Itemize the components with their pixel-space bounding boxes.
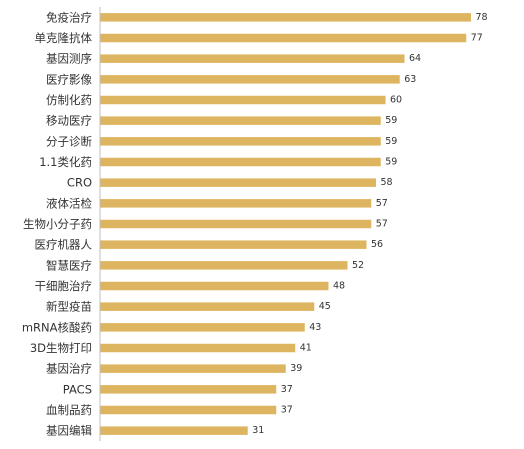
value-label-5: 59 [385, 115, 397, 126]
value-label-7: 59 [385, 157, 397, 168]
value-label-0: 78 [476, 12, 488, 23]
bar-9 [100, 199, 372, 208]
bar-13 [100, 281, 329, 291]
bar-18 [100, 385, 277, 394]
bar-2 [100, 54, 405, 63]
bar-17 [100, 364, 286, 373]
value-label-20: 31 [252, 425, 264, 436]
category-label-20: 基因编辑 [46, 424, 92, 438]
value-label-16: 41 [300, 343, 312, 354]
bar-10 [100, 219, 372, 229]
category-label-14: 新型疫苗 [46, 300, 92, 314]
value-label-11: 56 [371, 239, 383, 250]
value-label-3: 63 [404, 74, 416, 85]
category-label-9: 液体活检 [46, 196, 92, 210]
category-label-11: 医疗机器人 [35, 238, 93, 252]
category-label-4: 仿制化药 [46, 93, 92, 107]
category-label-16: 3D生物打印 [30, 341, 92, 355]
value-label-9: 57 [376, 198, 388, 209]
bar-7 [100, 157, 381, 167]
category-label-2: 基因测序 [46, 52, 92, 66]
value-label-14: 45 [319, 301, 331, 312]
category-label-19: 血制品药 [46, 403, 92, 417]
bar-1 [100, 33, 467, 43]
bar-6 [100, 137, 381, 146]
bar-14 [100, 302, 315, 311]
category-label-8: CRO [67, 176, 92, 190]
value-label-12: 52 [352, 260, 364, 271]
category-label-18: PACS [63, 382, 92, 396]
bar-20 [100, 426, 248, 435]
value-label-1: 77 [471, 33, 483, 44]
category-label-6: 分子诊断 [46, 134, 92, 148]
category-label-12: 智慧医疗 [46, 258, 92, 272]
value-label-13: 48 [333, 281, 345, 292]
category-label-1: 单克隆抗体 [35, 31, 93, 45]
bar-15 [100, 323, 305, 332]
bar-3 [100, 75, 400, 84]
value-label-4: 60 [390, 95, 402, 106]
value-label-6: 59 [385, 136, 397, 147]
value-label-15: 43 [309, 322, 321, 333]
value-label-2: 64 [409, 53, 421, 64]
category-label-3: 医疗影像 [46, 72, 92, 86]
value-label-19: 37 [281, 405, 293, 416]
category-label-5: 移动医疗 [46, 114, 92, 128]
bar-4 [100, 95, 386, 105]
category-label-0: 免疫治疗 [46, 10, 92, 24]
value-label-10: 57 [376, 219, 388, 230]
bar-19 [100, 405, 277, 415]
bar-12 [100, 261, 348, 270]
value-label-18: 37 [281, 384, 293, 395]
category-label-7: 1.1类化药 [39, 155, 92, 169]
category-label-10: 生物小分子药 [23, 217, 92, 231]
value-label-17: 39 [290, 363, 302, 374]
category-label-15: mRNA核酸药 [22, 320, 92, 334]
category-label-13: 干细胞治疗 [35, 279, 93, 293]
bar-0 [100, 13, 471, 22]
bar-8 [100, 178, 376, 187]
bar-11 [100, 240, 367, 249]
category-label-17: 基因治疗 [46, 362, 92, 376]
value-label-8: 58 [381, 177, 393, 188]
bar-16 [100, 343, 296, 353]
bar-5 [100, 116, 381, 125]
bars-group: 免疫治疗 78 单克隆抗体 77 基因测序 64 医疗影像 63 仿制化药 60 移动医疗 59 分子诊… [22, 10, 488, 437]
